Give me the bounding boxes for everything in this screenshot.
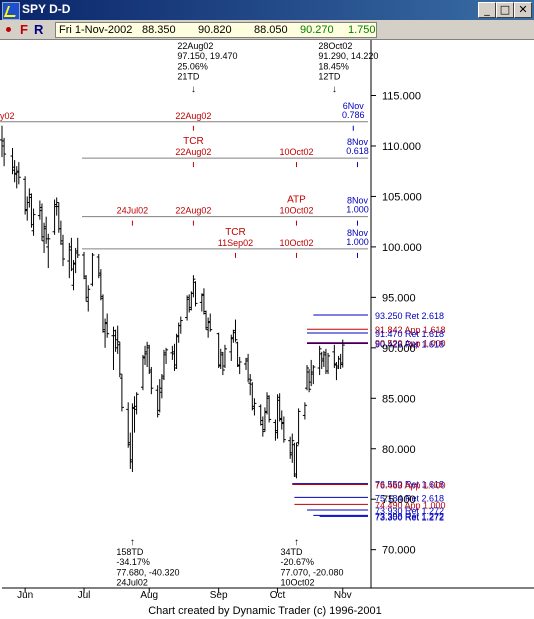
- r-button[interactable]: R: [34, 22, 44, 37]
- price-level-label: 76.463 App 1.000: [375, 480, 446, 490]
- y-tick-label: 75.000: [382, 494, 416, 506]
- price-level-label: 90.520 App 1.000: [375, 339, 446, 349]
- price-level-label: 91.470 Ret 1.618: [375, 329, 444, 339]
- price-level-label: 90.426 Ret 1.618: [375, 340, 444, 350]
- time-band-label: 22Aug02: [175, 206, 211, 216]
- y-tick-label: 110.000: [382, 141, 421, 153]
- time-band-label: 10Oct02: [279, 147, 313, 157]
- title-bar[interactable]: SPY D-D _ □ ✕: [0, 0, 534, 20]
- time-band-ratio: 0.786: [342, 110, 365, 120]
- y-tick-label: 115.000: [382, 91, 421, 103]
- down-arrow-icon: ↓: [191, 84, 196, 95]
- swing-annotation-text: 18.45%: [318, 61, 349, 71]
- close-button[interactable]: ✕: [514, 2, 532, 18]
- swing-annotation-text: 158TD: [116, 547, 144, 557]
- price-level-label: 76.550 Ret 1.618: [375, 480, 444, 490]
- time-band-label: 24Jul02: [117, 206, 149, 216]
- time-band-label: 10Oct02: [279, 238, 313, 248]
- time-band-label: 10Oct02: [279, 206, 313, 216]
- price-level-label: 73.300 Ret 1.272: [375, 512, 444, 522]
- y-tick-label: 90.000: [382, 343, 416, 355]
- swing-annotation-text: 77.070, -20.080: [280, 567, 343, 577]
- quote-toolbar: F R Fri 1-Nov-2002 88.350 90.820 88.050 …: [0, 20, 534, 40]
- down-arrow-icon: ↓: [332, 84, 337, 95]
- time-band-label: 22Aug02: [175, 147, 211, 157]
- y-tick-label: 95.000: [382, 292, 416, 304]
- x-tick-label: Jun: [17, 590, 33, 601]
- time-band-label: TCR: [225, 227, 246, 238]
- y-tick-label: 105.000: [382, 191, 422, 203]
- axes: 70.000 75.000 80.000 85.000 90.000 95.000 100.…: [2, 40, 534, 601]
- price-level-label: 74.490 App 1.000: [375, 500, 446, 510]
- time-band-label: 8Nov: [347, 228, 369, 238]
- swing-annotation-text: 34TD: [280, 547, 303, 557]
- price-level-label: 91.842 App 1.618: [375, 325, 446, 335]
- app-chart-icon: [2, 2, 20, 20]
- swing-annotation-text: 12TD: [318, 72, 341, 82]
- price-level-label: 73.930 Ret 1.272: [375, 506, 444, 516]
- swing-annotation-text: -34.17%: [116, 557, 150, 567]
- quote-close: 90.270: [300, 24, 334, 36]
- minimize-button[interactable]: _: [478, 2, 496, 18]
- time-band-label: TCR: [183, 136, 204, 147]
- quote-change: 1.750: [348, 24, 376, 36]
- time-band-label: 22Aug02: [175, 111, 211, 121]
- swing-annotation-text: -20.67%: [280, 557, 314, 567]
- quote-panel: Fri 1-Nov-2002 88.350 90.820 88.050 90.2…: [55, 22, 377, 38]
- ohlc-bars: [0, 125, 345, 479]
- quote-low: 88.050: [254, 24, 288, 36]
- f-button[interactable]: F: [20, 22, 28, 37]
- time-band-label: 11Sep02: [218, 238, 253, 248]
- swing-annotation-text: 24Jul02: [116, 578, 148, 588]
- swing-annotation-text: 21TD: [177, 72, 200, 82]
- time-band-ratio: 0.618: [346, 146, 369, 156]
- x-tick-label: Nov: [334, 590, 352, 601]
- time-band-ratio: 1.000: [346, 205, 369, 215]
- time-band-label: 8Nov: [347, 196, 369, 206]
- y-tick-label: 100.000: [382, 242, 422, 254]
- x-tick-label: Aug: [140, 590, 158, 601]
- swing-annotation-text: 28Oct02: [318, 41, 352, 51]
- y-tick-label: 85.000: [382, 393, 416, 405]
- swing-annotation-text: 10Oct02: [280, 578, 314, 588]
- time-band-label: y02: [0, 111, 15, 121]
- time-band-label: ATP: [287, 195, 306, 206]
- quote-high: 90.820: [198, 24, 232, 36]
- swing-annotation-text: 22Aug02: [177, 41, 213, 51]
- x-tick-label: Oct: [270, 590, 286, 601]
- up-arrow-icon: ↑: [294, 537, 299, 548]
- swing-annotation-text: 97.150, 19.470: [177, 51, 237, 61]
- y-tick-label: 70.000: [382, 545, 416, 557]
- maximize-button[interactable]: □: [496, 2, 514, 18]
- swing-annotation-text: 91.290, 14.220: [318, 51, 378, 61]
- price-level-label: 93.250 Ret 2.618: [375, 311, 444, 321]
- y-tick-label: 80.000: [382, 444, 416, 456]
- time-band-ratio: 1.000: [346, 237, 369, 247]
- swing-annotation-text: 77.680, -40.320: [116, 567, 179, 577]
- window-title: SPY D-D: [22, 2, 71, 16]
- up-arrow-icon: ↑: [130, 537, 135, 548]
- price-level-label: 75.184 Ret 2.618: [375, 493, 444, 503]
- x-tick-label: Sep: [210, 590, 228, 601]
- record-dot-icon[interactable]: [6, 27, 11, 32]
- footer-credit: Chart created by Dynamic Trader (c) 1996…: [148, 605, 382, 617]
- time-band-label: 8Nov: [347, 137, 369, 147]
- time-band-label: 6Nov: [343, 101, 365, 111]
- swing-annotation-text: 25.06%: [177, 61, 208, 71]
- x-tick-label: Jul: [78, 590, 91, 601]
- quote-date: Fri 1-Nov-2002: [59, 24, 133, 36]
- price-level-label: 73.398 Ret 1.272: [375, 511, 444, 521]
- quote-open: 88.350: [142, 24, 176, 36]
